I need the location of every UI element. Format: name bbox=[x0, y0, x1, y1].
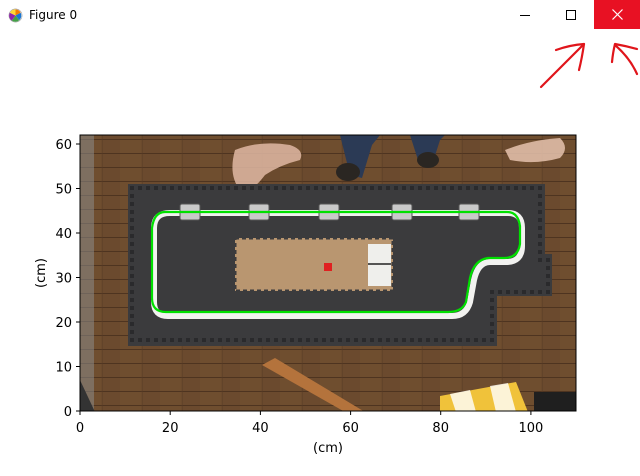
figure-canvas: 0 20 40 60 80 100 (cm) 0 10 20 30 40 50 … bbox=[34, 134, 577, 456]
x-tick-label: 40 bbox=[252, 421, 269, 436]
title-bar: Figure 0 bbox=[0, 0, 640, 30]
y-tick-label: 30 bbox=[55, 272, 72, 287]
close-icon bbox=[611, 9, 623, 20]
x-tick-label: 80 bbox=[432, 421, 449, 436]
minimize-button[interactable] bbox=[502, 0, 548, 29]
x-tick-label: 60 bbox=[342, 421, 359, 436]
y-tick-label: 0 bbox=[64, 405, 72, 420]
y-tick-label: 50 bbox=[55, 183, 72, 198]
x-tick-label: 100 bbox=[518, 421, 543, 436]
y-axis-label: (cm) bbox=[34, 258, 49, 288]
x-axis-label: (cm) bbox=[313, 441, 343, 456]
maximize-icon bbox=[566, 9, 576, 20]
window-title: Figure 0 bbox=[29, 8, 78, 22]
y-tick-label: 40 bbox=[55, 227, 72, 242]
planned-path bbox=[150, 210, 522, 314]
x-axis bbox=[79, 411, 532, 415]
x-tick-label: 20 bbox=[162, 421, 179, 436]
y-tick-label: 10 bbox=[55, 361, 72, 376]
y-tick-label: 20 bbox=[55, 316, 72, 331]
close-button[interactable] bbox=[594, 0, 640, 29]
x-tick-label: 0 bbox=[76, 421, 84, 436]
y-tick-label: 60 bbox=[55, 138, 72, 153]
y-axis bbox=[76, 143, 80, 412]
maximize-button[interactable] bbox=[548, 0, 594, 29]
minimize-icon bbox=[520, 14, 530, 16]
matplotlib-logo-icon bbox=[8, 8, 23, 23]
track-photo bbox=[80, 135, 576, 411]
axes-frame bbox=[79, 134, 577, 412]
